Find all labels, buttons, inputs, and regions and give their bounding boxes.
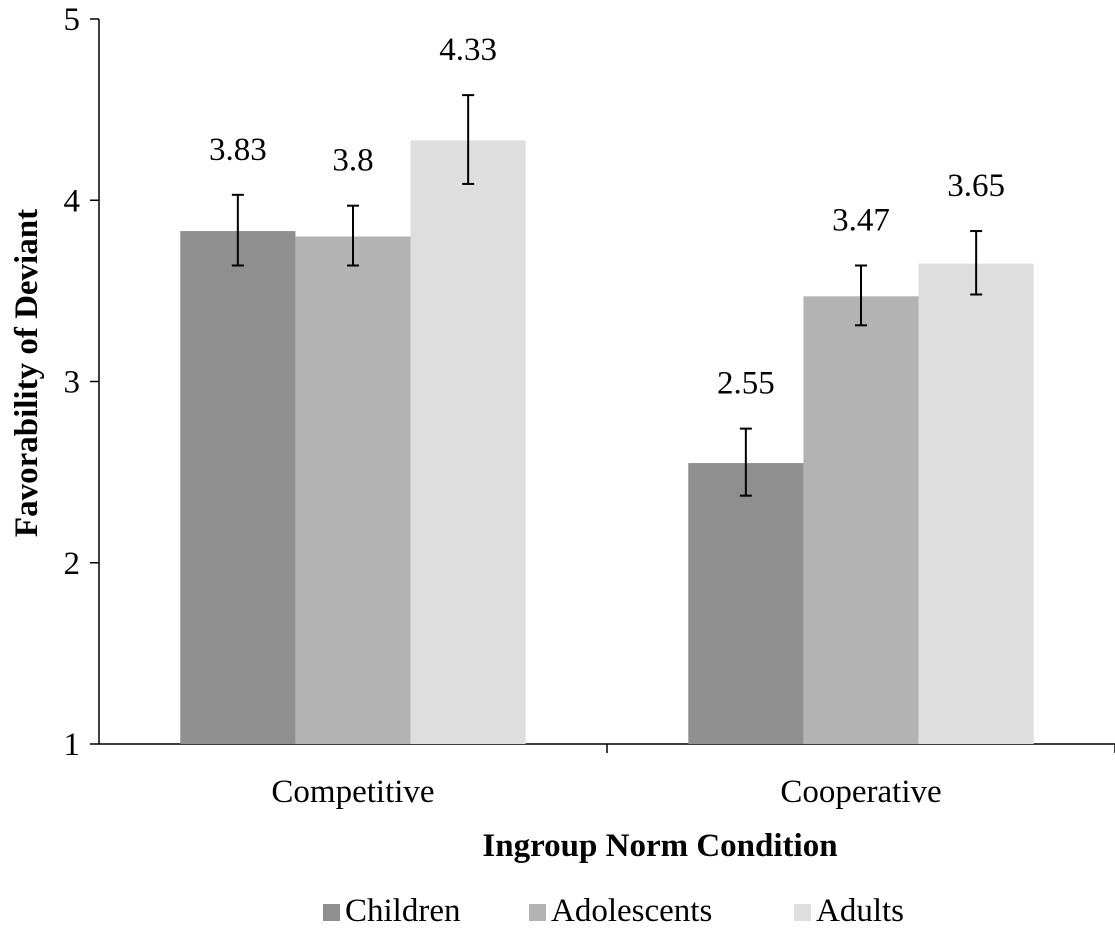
y-tick-label: 1 bbox=[64, 727, 81, 763]
bar-adults-competitive bbox=[410, 140, 526, 744]
error-bar bbox=[855, 264, 867, 327]
legend-item-adults: Adults bbox=[794, 893, 904, 929]
y-tick-label: 4 bbox=[64, 183, 81, 219]
x-tick-label: Cooperative bbox=[780, 774, 941, 810]
y-tick-label: 5 bbox=[64, 2, 81, 38]
x-axis-title: Ingroup Norm Condition bbox=[482, 828, 837, 864]
legend-label: Adolescents bbox=[551, 893, 712, 929]
category-labels-group: Competitive Cooperative bbox=[271, 774, 941, 810]
legend-swatch bbox=[323, 904, 340, 921]
error-bar bbox=[462, 94, 475, 185]
legend-swatch bbox=[529, 904, 546, 921]
x-axis bbox=[99, 743, 1115, 753]
bar-children-cooperative bbox=[688, 463, 804, 744]
legend: Children Adolescents Adults bbox=[323, 893, 904, 929]
legend-item-children: Children bbox=[323, 893, 460, 929]
legend-item-adolescents: Adolescents bbox=[529, 893, 712, 929]
legend-label: Adults bbox=[816, 893, 904, 929]
bars-group bbox=[180, 140, 1034, 744]
x-tick-label: Competitive bbox=[271, 774, 434, 810]
bar-adolescents-cooperative bbox=[803, 296, 919, 744]
legend-swatch bbox=[794, 904, 811, 921]
error-bar bbox=[970, 230, 983, 296]
y-tick-label: 2 bbox=[64, 546, 81, 582]
y-tick-label: 3 bbox=[64, 365, 81, 401]
data-label: 3.47 bbox=[832, 203, 890, 239]
data-labels-group: 3.83 3.8 4.33 2.55 3.47 3.65 bbox=[209, 32, 1005, 402]
bar-adults-cooperative bbox=[918, 263, 1034, 744]
data-label: 3.8 bbox=[332, 143, 373, 179]
legend-label: Children bbox=[345, 893, 460, 929]
y-axis: 1 2 3 4 5 bbox=[64, 2, 100, 763]
data-label: 3.65 bbox=[947, 168, 1005, 204]
bar-adolescents-competitive bbox=[295, 236, 411, 744]
y-axis-title: Favorability of Deviant bbox=[9, 209, 45, 537]
error-bars-group bbox=[231, 94, 983, 497]
data-label: 2.55 bbox=[717, 366, 775, 402]
data-label: 4.33 bbox=[439, 32, 497, 68]
bar-children-competitive bbox=[180, 231, 296, 744]
data-label: 3.83 bbox=[209, 132, 267, 168]
error-bar bbox=[347, 204, 359, 267]
error-bar bbox=[231, 193, 244, 267]
error-bar bbox=[739, 427, 752, 497]
